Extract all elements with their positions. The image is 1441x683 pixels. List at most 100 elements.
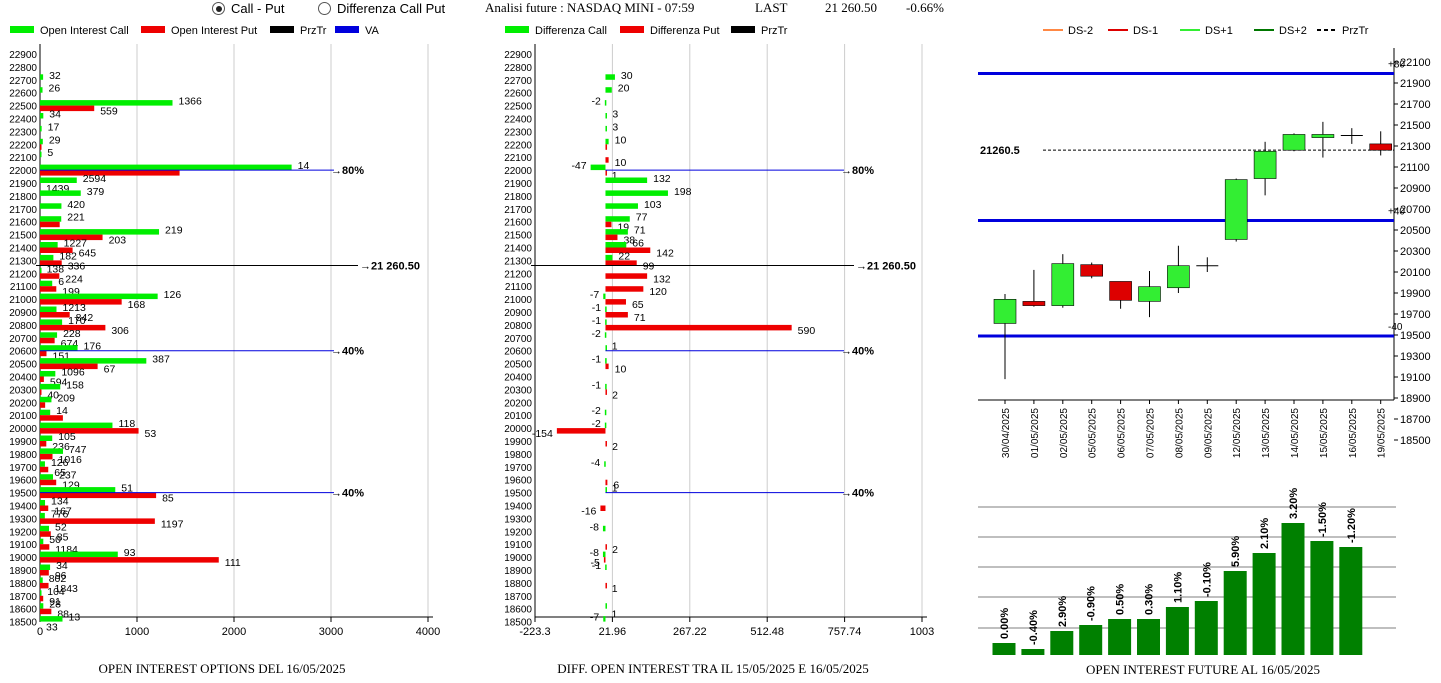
strike-label: 20600 [504,347,532,358]
candle-body [1138,286,1161,302]
strike-label: 20300 [504,385,532,396]
put-bar [40,105,95,112]
candle-body [1282,134,1306,151]
radio-diff-call-put[interactable]: Differenza Call Put [318,1,445,16]
call-bar [40,551,118,558]
y-tick-label: 21300 [1400,141,1431,153]
strike-label: 20200 [504,398,532,409]
call-value-label: 34 [56,560,68,572]
put-bar [40,570,49,576]
strike-label: 18900 [504,566,532,577]
va-label: →40% [331,488,364,500]
strike-label: 22200 [504,140,532,151]
put-bar [600,505,606,511]
call-value-label: -2 [591,96,600,108]
put-value-label: 2 [612,389,618,401]
date-label: 12/05/2025 [1232,408,1243,458]
call-bar [40,616,63,622]
strike-label: 20800 [504,321,532,332]
future-bar-label: -1.20% [1346,508,1358,543]
call-bar [40,164,292,171]
put-value-label: -16 [581,506,596,518]
future-bar-label: -0.10% [1201,562,1213,597]
put-bar [40,350,47,357]
strike-label: 21500 [9,231,37,242]
strike-label: 21600 [504,218,532,229]
date-label: 16/05/2025 [1348,408,1359,458]
strike-label: 22800 [504,63,532,74]
call-value-label: -2 [591,418,600,430]
strike-label: 19000 [504,553,532,564]
strike-label: 21800 [504,192,532,203]
call-bar [40,345,78,351]
legend-label: PrzTr [761,25,788,37]
call-value-label: -1 [592,302,601,314]
call-value-label: -1 [592,560,601,572]
candle-body [1167,265,1190,289]
call-value-label: -7 [590,612,599,624]
strike-label: 22200 [9,140,37,151]
strike-label: 19900 [504,437,532,448]
radio-unselected-icon[interactable] [318,2,331,15]
put-value-label: 91 [49,596,61,608]
call-bar [40,564,51,570]
call-bar [605,383,607,390]
strike-label: 20900 [504,308,532,319]
future-oi-chart: 0.00% -0.40% 2.90% -0.90% 0.50% 0.30% 1.10% -0.… [978,488,1396,677]
put-value-label: -5 [591,557,600,569]
call-bar [40,487,116,493]
date-label: 15/05/2025 [1319,408,1330,458]
call-bar [605,487,607,493]
strike-label: 19800 [504,450,532,461]
call-value-label: 17 [48,121,60,133]
call-value-label: 802 [49,573,67,585]
put-value-label: 1843 [55,583,79,595]
strike-label: 22900 [504,50,532,61]
call-value-label: 221 [67,212,85,224]
legend-swatch [620,26,644,33]
call-value-label: 1213 [62,302,86,314]
radio-call-put[interactable]: Call - Put [212,1,284,16]
strike-label: 21900 [504,179,532,190]
put-value-label: 85 [162,493,174,505]
strike-label: 20100 [504,411,532,422]
strike-label: 19800 [9,450,37,461]
call-bar [605,229,628,235]
call-value-label: 170 [68,315,86,327]
call-value-label: 50 [49,534,61,546]
call-value-label: -7 [590,289,599,301]
call-value-label: 138 [47,263,65,275]
call-bar [40,448,63,454]
strike-label: 20200 [9,398,37,409]
put-value-label: 71 [634,312,646,324]
call-value-label: 747 [69,444,87,456]
strike-label: 19100 [504,540,532,551]
call-bar [40,138,43,145]
call-bar [605,113,607,119]
x-tick-label: 1000 [125,626,149,638]
call-value-label: 2594 [83,173,107,185]
future-bar [1223,571,1247,655]
strike-label: 21100 [10,282,38,293]
put-bar [40,324,106,331]
y-tick-label: 21700 [1400,99,1431,111]
put-bar [605,324,792,331]
future-bar [1137,619,1160,655]
date-label: 13/05/2025 [1261,408,1272,458]
date-label: 01/05/2025 [1030,408,1041,458]
put-value-label: 85 [57,531,69,543]
future-bar-label: 0.30% [1144,584,1156,615]
radio-selected-icon[interactable] [212,2,225,15]
future-bar [1050,631,1074,655]
put-bar [40,363,98,370]
call-bar [40,229,160,235]
strike-label: 20000 [504,424,532,435]
strike-label: 18700 [504,592,532,603]
y-tick-label: 20700 [1400,204,1431,216]
y-tick-label: 18900 [1400,393,1431,405]
future-bar-label: -0.40% [1028,610,1040,645]
date-label: 30/04/2025 [1001,408,1012,458]
put-value-label: 65 [54,467,66,479]
radio-diff-label: Differenza Call Put [337,1,446,16]
strike-label: 18700 [9,592,37,603]
